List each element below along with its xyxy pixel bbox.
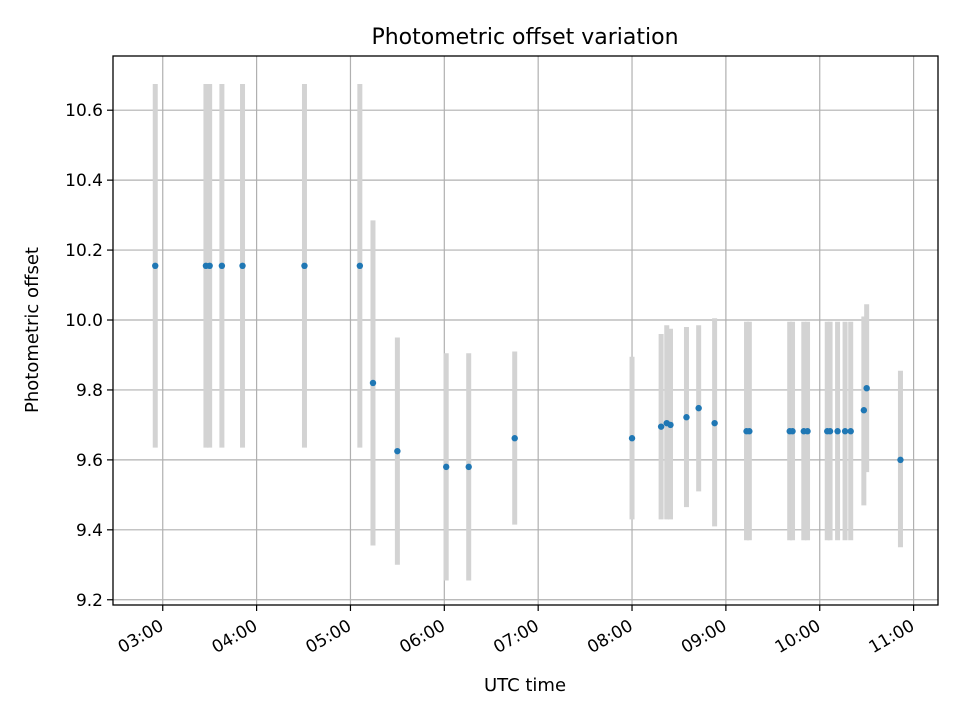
data-point bbox=[841, 428, 849, 435]
data-point bbox=[239, 262, 246, 270]
data-point bbox=[369, 379, 377, 387]
data-point bbox=[667, 421, 674, 429]
y-tick-label: 9.4 bbox=[76, 521, 103, 541]
data-point bbox=[218, 262, 226, 270]
plot-frame bbox=[112, 55, 939, 606]
y-tick-label: 10.4 bbox=[65, 171, 103, 191]
y-tick-label: 10.0 bbox=[65, 311, 103, 331]
data-point bbox=[657, 423, 665, 430]
y-tick-label: 10.6 bbox=[65, 101, 103, 121]
data-point bbox=[804, 428, 811, 435]
y-tick-label: 10.2 bbox=[65, 241, 103, 261]
data-point bbox=[206, 262, 213, 270]
data-point bbox=[863, 384, 870, 392]
data-point bbox=[301, 262, 308, 270]
data-point bbox=[394, 447, 401, 455]
data-points bbox=[152, 262, 904, 471]
data-point bbox=[511, 435, 518, 442]
data-point bbox=[746, 428, 753, 435]
data-point bbox=[847, 428, 854, 435]
data-point bbox=[695, 404, 702, 412]
data-point bbox=[789, 428, 796, 435]
data-point bbox=[152, 262, 159, 270]
chart-title: Photometric offset variation bbox=[371, 25, 678, 50]
y-tick-label: 9.2 bbox=[76, 591, 103, 611]
y-tick-label: 9.8 bbox=[76, 381, 103, 401]
data-point bbox=[711, 419, 718, 427]
data-point bbox=[683, 414, 690, 421]
data-point bbox=[465, 463, 472, 471]
data-point bbox=[628, 435, 636, 442]
y-axis-label: Photometric offset bbox=[22, 247, 43, 413]
data-point bbox=[356, 262, 364, 270]
grid bbox=[113, 56, 938, 605]
x-axis-label: UTC time bbox=[484, 675, 566, 696]
data-point bbox=[834, 428, 841, 435]
data-point bbox=[442, 463, 450, 471]
data-point bbox=[897, 456, 904, 464]
data-point bbox=[860, 407, 868, 414]
y-tick-label: 9.6 bbox=[76, 451, 103, 471]
data-point bbox=[826, 428, 834, 435]
